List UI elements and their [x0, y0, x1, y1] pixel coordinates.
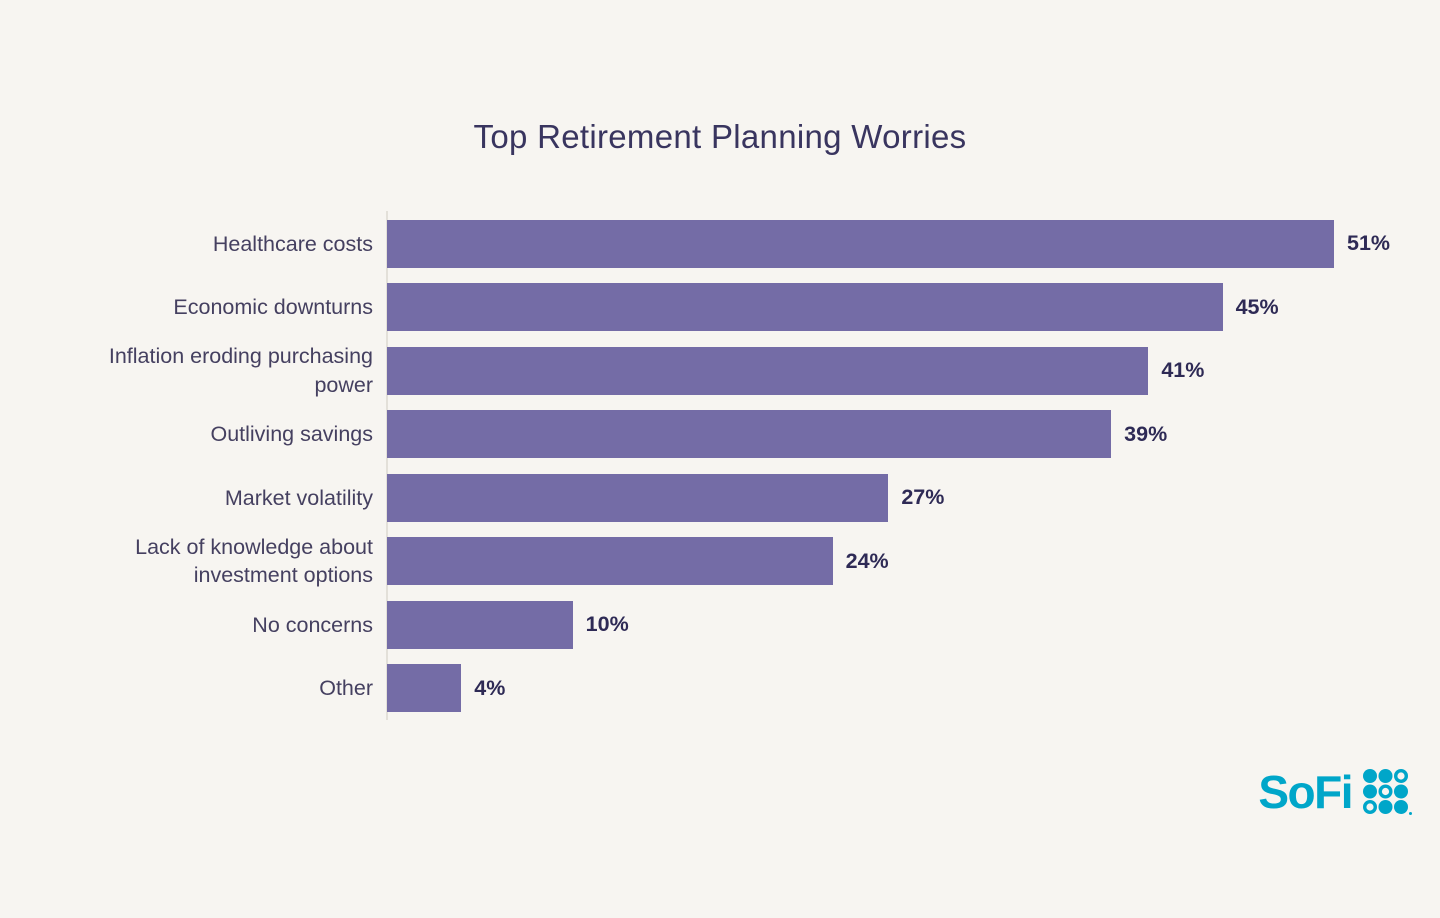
sofi-logo: SoFi: [1258, 768, 1413, 816]
bar: [387, 410, 1112, 459]
sofi-dots-icon: [1362, 768, 1412, 815]
value-label: 51%: [1347, 231, 1391, 256]
bar: [387, 664, 462, 713]
category-label: Other: [319, 676, 373, 701]
bar: [387, 473, 889, 522]
chart-row: Lack of knowledge about investment optio…: [0, 530, 1440, 594]
category-label: Market volatility: [224, 485, 373, 510]
bar-area: 24%: [387, 537, 1440, 586]
bar: [387, 346, 1149, 395]
category-label: Economic downturns: [173, 295, 373, 320]
value-label: 27%: [901, 485, 945, 510]
category-label: Lack of knowledge about investment optio…: [135, 534, 373, 588]
bar-area: 39%: [387, 410, 1440, 459]
chart-title: Top Retirement Planning Worries: [473, 118, 967, 155]
chart-row: Inflation eroding purchasing power 41%: [0, 339, 1440, 403]
category-label: Healthcare costs: [212, 231, 373, 256]
bar-area: 10%: [387, 600, 1440, 649]
value-label: 24%: [845, 548, 889, 573]
bar: [387, 600, 573, 649]
chart-row: Healthcare costs 51%: [0, 212, 1440, 276]
category-label: No concerns: [252, 612, 373, 637]
chart-row: Outliving savings 39%: [0, 403, 1440, 467]
category-label: Outliving savings: [210, 422, 373, 447]
bar-area: 51%: [387, 219, 1440, 268]
value-label: 10%: [585, 612, 629, 637]
category-label: Inflation eroding purchasing power: [108, 344, 373, 397]
bar-area: 27%: [387, 473, 1440, 522]
value-label: 4%: [474, 675, 506, 700]
value-label: 45%: [1235, 294, 1279, 319]
chart-row: Other 4%: [0, 657, 1440, 721]
chart-row: Market volatility 27%: [0, 466, 1440, 530]
y-axis-line: [386, 211, 388, 720]
bar-area: 45%: [387, 283, 1440, 332]
bar-area: 4%: [387, 664, 1440, 713]
value-label: 39%: [1124, 421, 1168, 446]
bar: [387, 219, 1334, 268]
sofi-logo-text: SoFi: [1258, 766, 1353, 818]
chart-row: Economic downturns 45%: [0, 276, 1440, 340]
value-label: 41%: [1161, 358, 1205, 383]
bar-area: 41%: [387, 346, 1440, 395]
bar: [387, 283, 1223, 332]
bar: [387, 537, 833, 586]
chart-row: No concerns 10%: [0, 593, 1440, 657]
bar-chart: Healthcare costs 51% Economic downturns 45%…: [0, 212, 1440, 720]
